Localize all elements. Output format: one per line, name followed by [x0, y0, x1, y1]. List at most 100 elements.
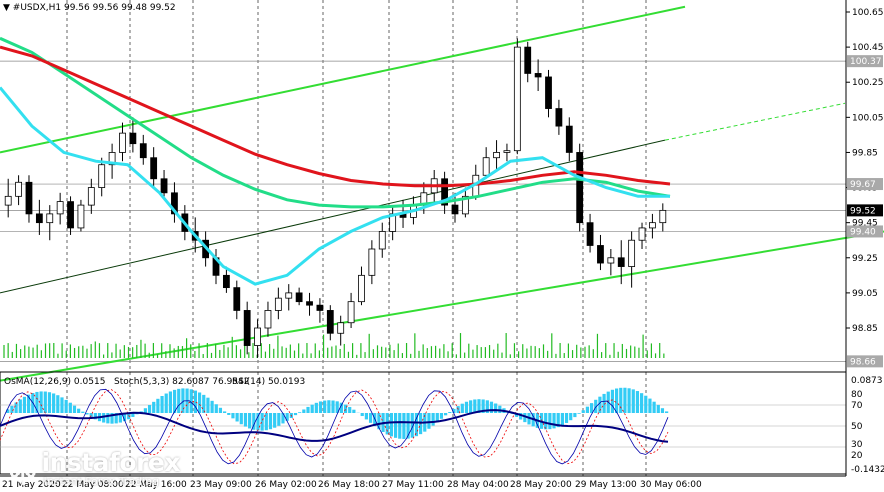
osma-bar	[460, 403, 464, 413]
price-tick-label: 99.25	[852, 254, 878, 264]
osma-bar	[252, 413, 256, 430]
osma-bar	[614, 388, 619, 413]
candle-body	[119, 132, 126, 153]
ma-cyan-line	[0, 86, 670, 286]
price-tag-bg	[847, 225, 883, 238]
osma-bar	[623, 387, 627, 413]
osma-bar	[660, 408, 665, 413]
osma-bar	[264, 413, 268, 431]
osma-bar	[10, 405, 14, 413]
osma-bar	[343, 404, 348, 413]
osma-bar	[427, 413, 431, 429]
osma-bar	[635, 391, 640, 413]
candle-body	[316, 304, 324, 311]
candle-body	[285, 292, 293, 299]
osma-bar	[589, 403, 594, 413]
price-tick-label: 100.05	[852, 113, 884, 123]
osma-bar	[22, 396, 27, 413]
indicator-tick-label: 50	[851, 422, 863, 432]
osma-bar	[239, 413, 243, 425]
time-label: 29 May 13:00	[575, 480, 637, 490]
candle-body	[461, 195, 469, 215]
candle-body	[274, 297, 282, 311]
osma-bar	[448, 412, 452, 413]
price-tag-bg	[847, 204, 883, 217]
osma-bar	[452, 408, 456, 413]
osma-bar	[189, 389, 193, 413]
osma-bar	[473, 399, 477, 413]
osma-bar	[327, 400, 331, 413]
time-label: 21 May 2020	[2, 480, 61, 490]
osma-bar	[206, 397, 210, 413]
osma-bar	[485, 400, 489, 413]
candle-body	[98, 164, 106, 188]
osma-bar	[314, 402, 318, 413]
osma-bar	[147, 405, 152, 413]
candle-body	[378, 231, 386, 250]
osma-bar	[102, 413, 106, 423]
chevron-down-icon[interactable]: ▼	[3, 3, 10, 13]
stoch-legend: Stoch(5,3,3) 82.6087 76.9542	[114, 377, 249, 387]
price-tag-label: 98.66	[850, 357, 876, 367]
osma-bar	[389, 413, 394, 437]
osma-bar	[210, 400, 214, 413]
osma-bar	[569, 413, 573, 421]
price-tag-bg	[847, 178, 883, 191]
time-label: 28 May 20:00	[510, 480, 572, 490]
price-tag-bg	[847, 55, 883, 68]
osma-bar	[306, 406, 310, 413]
price-tick-label: 100.65	[852, 8, 884, 18]
osma-bar	[89, 413, 93, 418]
osma-bar	[406, 413, 410, 439]
candle-body	[649, 222, 656, 229]
osma-bar	[39, 391, 43, 413]
osma-bar	[464, 401, 469, 413]
candle-body	[129, 132, 137, 145]
osma-bar	[489, 401, 494, 413]
osma-bar	[85, 413, 89, 415]
osma-bar	[160, 396, 164, 413]
candle-body	[295, 292, 303, 303]
osma-bar	[114, 413, 118, 424]
osma-bar	[118, 413, 122, 423]
osma-bar	[93, 413, 97, 420]
osma-bar	[444, 413, 448, 416]
ma-green-line	[0, 36, 671, 209]
osma-bar	[648, 398, 652, 413]
indicator-tick-label: 80	[851, 390, 863, 400]
ohlc-readout: 99.56 99.56 99.48 99.52	[63, 3, 176, 13]
osma-bar	[193, 390, 198, 413]
time-label: 30 May 06:00	[640, 480, 702, 490]
osma-bar	[214, 404, 218, 413]
osma-bar	[335, 401, 339, 413]
osma-bar	[564, 413, 569, 423]
time-label: 23 May 09:00	[190, 480, 252, 490]
watermark-tagline: Instant Forex Trading	[43, 475, 160, 489]
osma-bar	[223, 411, 227, 413]
osma-bar	[360, 413, 364, 417]
osma-bar	[544, 413, 548, 430]
osma-bar	[72, 405, 77, 413]
osma-bar	[310, 404, 314, 413]
candle-body	[503, 150, 511, 153]
candle-body	[337, 322, 345, 334]
time-label: 26 May 18:00	[318, 480, 380, 490]
osma-bar	[494, 403, 498, 413]
osma-bar	[227, 413, 231, 415]
volume-bars	[3, 333, 665, 358]
osma-bar	[393, 413, 398, 438]
osma-bar	[152, 401, 156, 413]
candle-body	[77, 204, 85, 229]
osma-bar	[594, 399, 598, 413]
vertical-grid	[66, 0, 647, 476]
price-tag-label: 100.37	[850, 57, 882, 67]
osma-bar	[439, 413, 444, 419]
candle-body	[139, 143, 147, 159]
candle-body	[46, 213, 54, 224]
watermark-brand: instaforex	[41, 448, 180, 478]
osma-bar	[231, 413, 235, 419]
candle-body	[35, 213, 43, 224]
osma-bar	[285, 413, 289, 421]
